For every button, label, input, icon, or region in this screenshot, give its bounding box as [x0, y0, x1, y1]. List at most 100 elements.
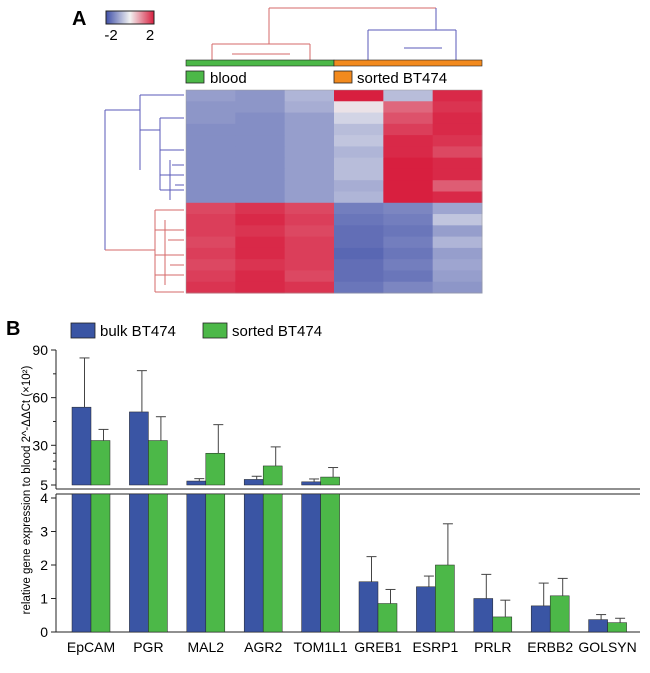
heatmap-cell — [284, 168, 335, 181]
y-tick-label-lower: 2 — [40, 557, 48, 573]
bar-sorted-lower — [205, 493, 226, 633]
heatmap-cell — [383, 101, 434, 114]
heatmap-cell — [284, 191, 335, 204]
heatmap-cell — [284, 259, 335, 271]
color-scale-max: 2 — [146, 27, 154, 44]
x-tick-label: ERBB2 — [527, 639, 573, 655]
heatmap-cell — [284, 247, 335, 260]
bar-legend: bulk BT474 sorted BT474 — [70, 322, 322, 340]
bar-bulk — [358, 581, 379, 633]
heatmap-cell — [334, 270, 384, 283]
heatmap-cell — [284, 157, 335, 170]
y-tick-label-lower: 1 — [40, 591, 48, 607]
heatmap-cell — [383, 123, 434, 136]
heatmap-cell — [334, 236, 384, 249]
x-tick-label: GOLSYN — [578, 639, 636, 655]
bar-sorted — [262, 465, 283, 486]
heatmap-cell — [186, 236, 236, 249]
heatmap-cell — [432, 225, 483, 238]
heatmap-cell — [334, 180, 384, 192]
heatmap-cell — [235, 214, 286, 226]
heatmap-cell — [432, 90, 483, 102]
bar-sorted-lower — [262, 493, 283, 633]
heatmap-cell — [383, 225, 434, 238]
heatmap-cell — [235, 168, 286, 181]
heatmap-cell — [383, 259, 434, 271]
heatmap-cell — [432, 101, 483, 114]
heatmap-cell — [284, 180, 335, 192]
heatmap-cell — [432, 259, 483, 271]
heatmap-cell — [186, 123, 236, 136]
heatmap-cell — [284, 135, 335, 147]
heatmap-cell — [235, 259, 286, 271]
legend-label-sorted: sorted BT474 — [232, 323, 322, 340]
heatmap-cell — [235, 236, 286, 249]
heatmap-cell — [334, 90, 384, 102]
bar-bulk-lower — [71, 493, 92, 633]
heatmap-cell — [186, 90, 236, 102]
bar-bulk — [186, 480, 207, 486]
heatmap-cell — [432, 123, 483, 136]
heatmap-cell — [235, 90, 286, 102]
bar-sorted — [607, 622, 627, 633]
heatmap-cell — [235, 180, 286, 192]
heatmap-cell — [186, 146, 236, 159]
bar-bulk — [473, 598, 494, 633]
heatmap-cell — [235, 157, 286, 170]
sorted-swatch — [333, 70, 353, 84]
bar-sorted — [492, 616, 513, 633]
heatmap-cell — [284, 225, 335, 238]
heatmap-cell — [432, 146, 483, 159]
bar-sorted — [320, 476, 340, 486]
y-tick-label-lower: 3 — [40, 524, 48, 540]
heatmap-cell — [235, 123, 286, 136]
heatmap-cell — [284, 123, 335, 136]
heatmap-cell — [235, 225, 286, 238]
heatmap-cell — [334, 135, 384, 147]
heatmap-cell — [432, 157, 483, 170]
heatmap-border — [185, 89, 483, 294]
heatmap-cell — [383, 168, 434, 181]
y-tick-label-upper: 60 — [32, 390, 48, 406]
heatmap-cell — [235, 112, 286, 125]
bar-sorted — [549, 595, 570, 633]
heatmap-cell — [186, 101, 236, 114]
heatmap-cell — [334, 101, 384, 114]
x-tick-label: AGR2 — [244, 639, 282, 655]
bar-bulk — [530, 605, 551, 633]
heatmap-cell — [186, 168, 236, 181]
heatmap-cell — [186, 191, 236, 204]
bar-sorted — [435, 564, 455, 633]
bar-bulk — [243, 479, 264, 486]
heatmap-cell — [235, 247, 286, 260]
heatmap-cell — [432, 202, 483, 215]
x-tick-label: MAL2 — [188, 639, 225, 655]
heatmap-cell — [383, 112, 434, 125]
legend-swatch-bulk — [70, 322, 96, 339]
heatmap — [185, 89, 483, 294]
heatmap-cell — [334, 157, 384, 170]
heatmap-cell — [383, 157, 434, 170]
heatmap-cell — [186, 259, 236, 271]
heatmap-cell — [432, 135, 483, 147]
heatmap-cell — [383, 214, 434, 226]
heatmap-cell — [432, 214, 483, 226]
y-tick-label-upper: 5 — [40, 477, 48, 493]
legend-swatch-sorted — [202, 322, 228, 339]
heatmap-cell — [284, 146, 335, 159]
heatmap-cell — [432, 191, 483, 204]
bar-sorted — [205, 452, 226, 486]
y-tick-label-upper: 90 — [32, 342, 48, 358]
heatmap-cell — [235, 270, 286, 283]
heatmap-cell — [432, 112, 483, 125]
panel-b-label: B — [6, 318, 20, 340]
blood-label: blood — [210, 70, 247, 87]
heatmap-cell — [383, 202, 434, 215]
heatmap-cell — [284, 270, 335, 283]
heatmap-cell — [432, 270, 483, 283]
color-scale: -2 2 — [104, 10, 155, 44]
heatmap-cell — [186, 180, 236, 192]
group-legend-sorted: sorted BT474 — [333, 70, 447, 87]
heatmap-cell — [284, 202, 335, 215]
